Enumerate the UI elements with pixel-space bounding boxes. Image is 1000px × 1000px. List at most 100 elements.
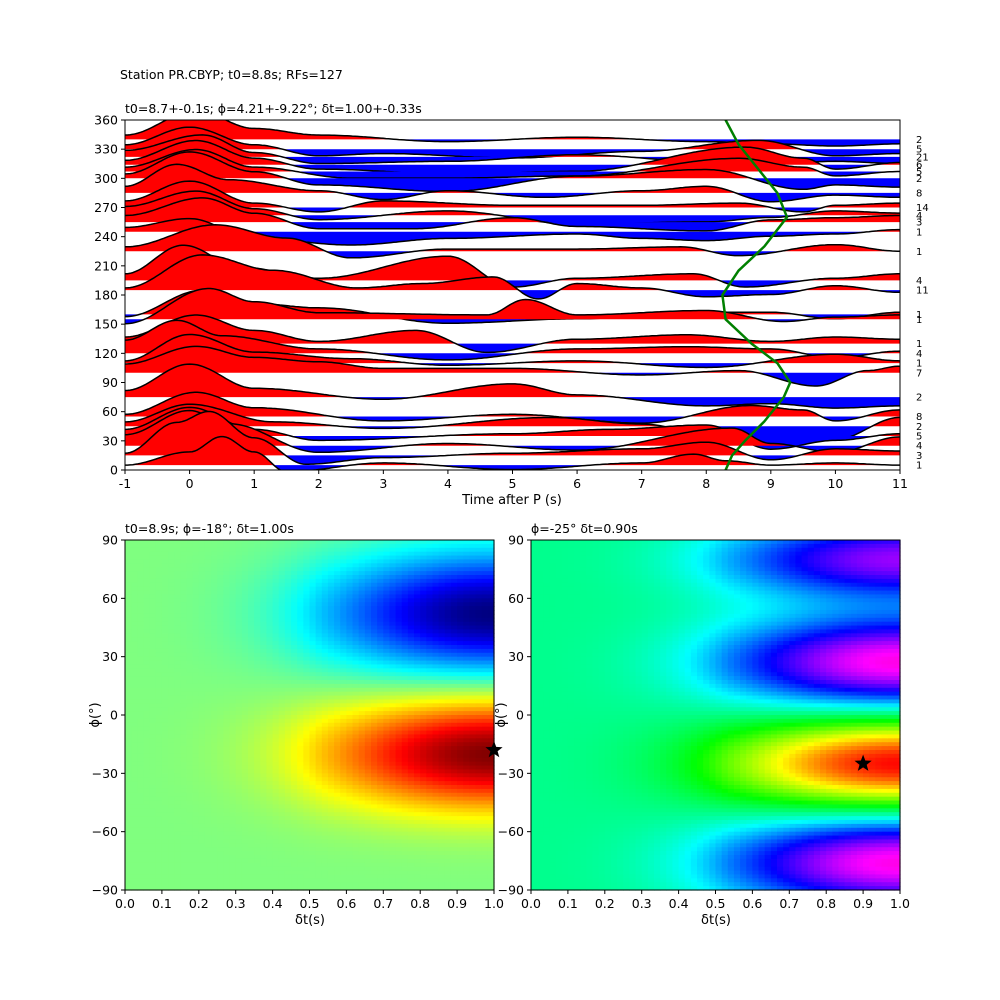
heat-cell	[377, 555, 384, 561]
heat-cell	[426, 722, 434, 728]
heat-cell	[315, 847, 323, 852]
heat-cell	[137, 816, 145, 821]
heat-cell	[414, 699, 421, 704]
heat-cell	[204, 660, 212, 666]
heat-cell	[174, 839, 181, 844]
heat-cell	[395, 874, 403, 879]
heat-cell	[174, 610, 181, 615]
heat-cell	[229, 652, 237, 658]
heat-cell	[358, 777, 366, 782]
heat-cell	[272, 800, 280, 806]
heat-cell	[352, 540, 360, 545]
heat-cell	[235, 594, 243, 599]
heat-cell	[155, 831, 163, 837]
heat-cell	[383, 547, 391, 553]
heat-cell	[334, 559, 341, 564]
heat-cell	[364, 707, 372, 712]
heat-cell	[389, 683, 397, 689]
heat-cell	[389, 703, 397, 708]
heat-cell	[297, 680, 304, 685]
heat-cell	[168, 785, 175, 790]
heat-cell	[444, 621, 452, 627]
heat-cell	[174, 629, 181, 634]
heat-cell	[223, 586, 231, 592]
heat-cell	[131, 781, 138, 786]
heat-cell	[174, 582, 181, 588]
heat-cell	[346, 711, 354, 716]
heat-cell	[192, 796, 200, 802]
heat-cell	[198, 629, 206, 634]
heat-cell	[180, 563, 188, 568]
heat-cell	[143, 715, 151, 720]
trace	[125, 197, 900, 232]
heat-cell	[334, 718, 341, 724]
heat-cell	[198, 862, 206, 868]
heat-cell	[291, 730, 298, 736]
heat-cell	[155, 812, 163, 817]
heat-cell	[450, 617, 458, 623]
heat-cell	[327, 617, 335, 623]
heat-cell	[315, 617, 323, 623]
heat-cell	[241, 761, 249, 767]
heat-cell	[241, 575, 249, 580]
heat-cell	[432, 683, 440, 689]
heat-cell	[309, 820, 317, 825]
heat-cell	[272, 547, 280, 553]
heat-cell	[241, 699, 249, 704]
heat-cell	[204, 645, 212, 650]
heat-cell	[211, 788, 218, 794]
heat-cell	[438, 559, 446, 564]
heat-cell	[420, 652, 427, 658]
heat-cell	[371, 610, 378, 615]
heat-cell	[309, 598, 317, 603]
heat-cell	[284, 648, 292, 654]
heat-cell	[340, 703, 347, 708]
heat-cell	[297, 699, 304, 704]
heat-cell	[272, 590, 280, 596]
heat-cell	[371, 734, 378, 739]
heat-cell	[235, 835, 243, 841]
heat-cell	[211, 578, 218, 584]
heat-cell	[161, 551, 169, 557]
heat-cell	[180, 816, 188, 821]
heat-cell	[358, 855, 366, 860]
heat-cell	[186, 617, 194, 623]
heat-cell	[346, 637, 354, 642]
heat-cell	[204, 831, 212, 837]
heat-cell	[192, 606, 200, 611]
heat-cell	[315, 668, 323, 673]
heat-cell	[192, 800, 200, 806]
heat-cell	[334, 578, 341, 584]
heat-cell	[241, 629, 249, 634]
heat-cell	[414, 707, 421, 712]
heat-cell	[401, 878, 409, 883]
heat-cell	[340, 808, 347, 813]
heat-cell	[149, 777, 157, 782]
heat-cell	[137, 715, 145, 720]
heat-cell	[377, 586, 384, 592]
heat-cell	[346, 668, 354, 673]
heat-cell	[352, 816, 360, 821]
heat-cell	[168, 761, 175, 767]
heat-cell	[155, 742, 163, 747]
heat-cell	[309, 831, 317, 837]
heat-cell	[223, 660, 231, 666]
heat-cell	[266, 769, 274, 774]
heat-cell	[346, 645, 354, 650]
heat-cell	[254, 769, 261, 774]
heat-cell	[229, 785, 237, 790]
heat-cell	[137, 804, 145, 809]
heat-cell	[248, 792, 255, 798]
heat-cell	[266, 625, 274, 631]
heat-cell	[303, 621, 311, 627]
heat-cell	[327, 711, 335, 716]
heat-cell	[334, 563, 341, 568]
heat-cell	[241, 855, 249, 860]
heat-cell	[327, 551, 335, 557]
heat-cell	[278, 804, 286, 809]
heat-cell	[426, 812, 434, 817]
heat-cell	[284, 742, 292, 747]
heat-cell	[352, 886, 360, 891]
heat-cell	[377, 878, 384, 883]
heat-cell	[248, 660, 255, 666]
